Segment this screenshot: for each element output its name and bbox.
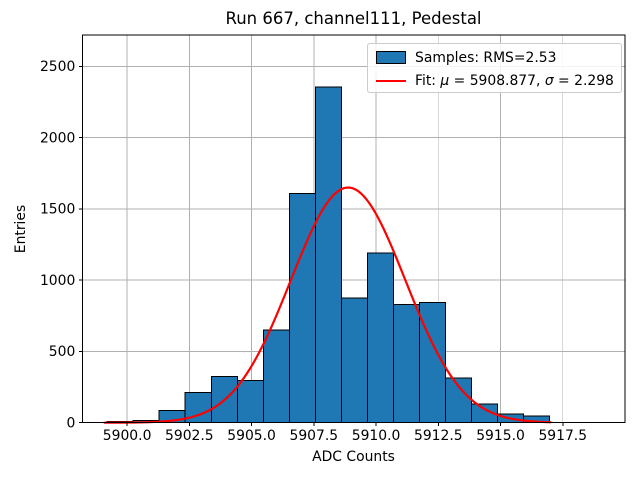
y-tick-label: 2000: [40, 130, 75, 146]
histogram-bar: [366, 252, 394, 424]
x-tick-label: 5902.5: [165, 428, 214, 444]
histogram-swatch: [376, 51, 406, 64]
histogram-bar: [340, 297, 368, 424]
y-tick-label: 1500: [40, 202, 75, 218]
y-tick-label: 0: [66, 416, 75, 432]
x-tick-label: 5915.0: [476, 428, 525, 444]
legend: Samples: RMS=2.53 Fit: μ = 5908.877, σ =…: [367, 43, 622, 93]
x-axis-label: ADC Counts: [312, 449, 395, 465]
y-tick-label: 2500: [40, 59, 75, 75]
legend-label-fit: Fit: μ = 5908.877, σ = 2.298: [415, 72, 614, 89]
y-axis-label: Entries: [13, 204, 29, 254]
legend-item-samples: Samples: RMS=2.53: [368, 46, 621, 69]
histogram-bar: [262, 329, 290, 424]
x-tick-label: 5917.5: [538, 428, 587, 444]
axes-frame: [81, 34, 626, 424]
fit-curve: [103, 186, 552, 424]
histogram-bar: [392, 303, 420, 424]
y-tick-label: 1000: [40, 273, 75, 289]
x-tick-label: 5905.0: [227, 428, 276, 444]
histogram-bar: [288, 193, 316, 424]
y-tick-label: 500: [49, 344, 76, 360]
legend-item-fit: Fit: μ = 5908.877, σ = 2.298: [368, 69, 621, 92]
histogram-bar: [236, 380, 264, 424]
x-tick-label: 5910.0: [352, 428, 401, 444]
fit-line-swatch: [376, 79, 406, 82]
chart-title: Run 667, channel111, Pedestal: [225, 9, 482, 28]
legend-label-samples: Samples: RMS=2.53: [415, 49, 557, 66]
x-tick-label: 5900.0: [103, 428, 152, 444]
histogram-bar: [314, 86, 342, 424]
x-tick-label: 5912.5: [414, 428, 463, 444]
x-tick-label: 5907.5: [290, 428, 339, 444]
